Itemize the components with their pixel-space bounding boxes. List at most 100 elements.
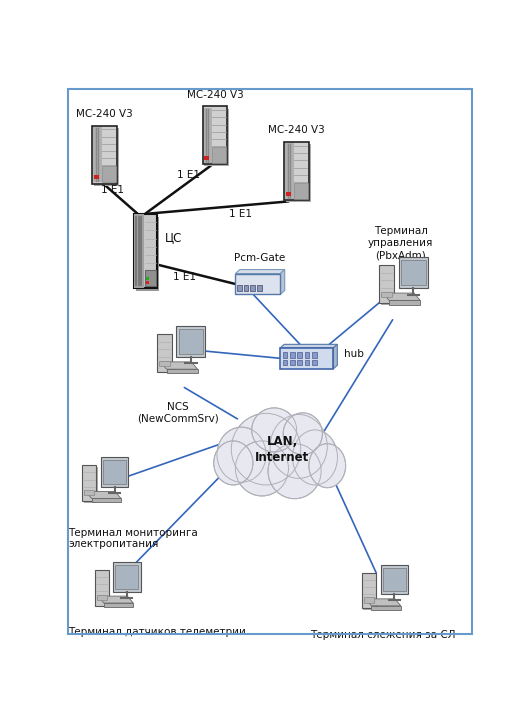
Ellipse shape	[309, 443, 346, 488]
FancyBboxPatch shape	[290, 352, 295, 358]
Ellipse shape	[217, 427, 266, 482]
Text: 1 E1: 1 E1	[101, 185, 124, 195]
Text: LAN,
Internet: LAN, Internet	[255, 435, 309, 463]
FancyBboxPatch shape	[380, 565, 408, 594]
Polygon shape	[372, 606, 401, 610]
Text: 1 E1: 1 E1	[229, 209, 252, 219]
FancyBboxPatch shape	[286, 144, 310, 202]
FancyBboxPatch shape	[84, 490, 94, 495]
Text: МС-240 V3: МС-240 V3	[268, 125, 325, 135]
Text: МС-240 V3: МС-240 V3	[187, 89, 243, 99]
FancyBboxPatch shape	[285, 142, 309, 200]
FancyBboxPatch shape	[113, 562, 141, 591]
Polygon shape	[366, 599, 401, 606]
Polygon shape	[86, 491, 121, 498]
FancyBboxPatch shape	[250, 285, 255, 291]
Polygon shape	[280, 270, 285, 295]
FancyBboxPatch shape	[146, 281, 149, 284]
FancyBboxPatch shape	[136, 217, 159, 291]
Text: Терминал датчиков телеметрии: Терминал датчиков телеметрии	[68, 627, 246, 637]
Ellipse shape	[214, 441, 253, 485]
Polygon shape	[389, 300, 420, 305]
Text: ЦС: ЦС	[165, 231, 182, 244]
FancyBboxPatch shape	[102, 166, 116, 182]
FancyBboxPatch shape	[257, 285, 261, 291]
FancyBboxPatch shape	[401, 260, 426, 285]
Text: Терминал мониторинга
электропитания: Терминал мониторинга электропитания	[68, 528, 198, 550]
FancyBboxPatch shape	[297, 360, 302, 365]
FancyBboxPatch shape	[236, 274, 280, 295]
FancyBboxPatch shape	[176, 326, 206, 358]
Text: Терминал слежения за СЛ: Терминал слежения за СЛ	[310, 630, 455, 640]
FancyBboxPatch shape	[115, 565, 139, 588]
Polygon shape	[280, 345, 337, 348]
FancyBboxPatch shape	[146, 277, 149, 280]
Text: 1 E1: 1 E1	[173, 272, 196, 282]
Ellipse shape	[268, 443, 321, 499]
FancyBboxPatch shape	[84, 467, 97, 503]
Ellipse shape	[283, 413, 323, 455]
FancyBboxPatch shape	[244, 285, 248, 291]
FancyBboxPatch shape	[280, 348, 334, 369]
FancyBboxPatch shape	[204, 156, 209, 160]
Polygon shape	[98, 596, 133, 603]
FancyBboxPatch shape	[93, 127, 102, 182]
FancyBboxPatch shape	[97, 594, 106, 600]
FancyBboxPatch shape	[157, 334, 172, 372]
FancyBboxPatch shape	[383, 568, 406, 591]
Polygon shape	[334, 345, 337, 369]
FancyBboxPatch shape	[379, 265, 394, 303]
Polygon shape	[104, 603, 133, 607]
FancyBboxPatch shape	[294, 183, 308, 199]
Polygon shape	[236, 270, 285, 274]
FancyBboxPatch shape	[312, 352, 317, 358]
FancyBboxPatch shape	[145, 270, 156, 286]
FancyBboxPatch shape	[94, 128, 119, 186]
FancyBboxPatch shape	[159, 361, 170, 366]
FancyBboxPatch shape	[364, 574, 377, 610]
Polygon shape	[167, 369, 198, 373]
Ellipse shape	[252, 408, 297, 452]
FancyBboxPatch shape	[134, 214, 158, 288]
FancyBboxPatch shape	[95, 570, 109, 606]
FancyBboxPatch shape	[103, 460, 126, 484]
FancyBboxPatch shape	[382, 292, 392, 297]
FancyBboxPatch shape	[96, 571, 110, 607]
FancyBboxPatch shape	[312, 360, 317, 365]
Ellipse shape	[231, 413, 301, 485]
FancyBboxPatch shape	[92, 126, 117, 184]
Ellipse shape	[292, 430, 337, 485]
FancyBboxPatch shape	[380, 267, 395, 305]
FancyBboxPatch shape	[305, 352, 309, 358]
FancyBboxPatch shape	[94, 175, 99, 179]
FancyBboxPatch shape	[399, 257, 428, 288]
Text: hub: hub	[344, 349, 364, 359]
FancyBboxPatch shape	[101, 458, 129, 487]
Polygon shape	[383, 293, 420, 300]
FancyBboxPatch shape	[134, 214, 144, 287]
FancyBboxPatch shape	[203, 107, 212, 163]
FancyBboxPatch shape	[364, 597, 374, 603]
FancyBboxPatch shape	[297, 352, 302, 358]
FancyBboxPatch shape	[362, 573, 376, 608]
Ellipse shape	[270, 415, 327, 478]
Polygon shape	[160, 362, 198, 369]
FancyBboxPatch shape	[203, 107, 227, 164]
FancyBboxPatch shape	[237, 285, 242, 291]
FancyBboxPatch shape	[204, 109, 229, 167]
FancyBboxPatch shape	[283, 352, 287, 358]
Ellipse shape	[236, 441, 288, 496]
FancyBboxPatch shape	[286, 192, 291, 196]
FancyBboxPatch shape	[82, 465, 96, 501]
FancyBboxPatch shape	[283, 360, 287, 365]
Text: Pcm-Gate: Pcm-Gate	[235, 253, 286, 263]
FancyBboxPatch shape	[179, 329, 203, 354]
Text: 1 E1: 1 E1	[177, 170, 200, 180]
Polygon shape	[92, 498, 121, 503]
FancyBboxPatch shape	[290, 360, 295, 365]
FancyBboxPatch shape	[285, 143, 294, 199]
Text: Терминал
управления
(PbxAdm): Терминал управления (PbxAdm)	[368, 225, 434, 260]
Text: NCS
(NewCommSrv): NCS (NewCommSrv)	[138, 403, 219, 424]
FancyBboxPatch shape	[158, 336, 173, 373]
Text: МС-240 V3: МС-240 V3	[76, 109, 133, 119]
